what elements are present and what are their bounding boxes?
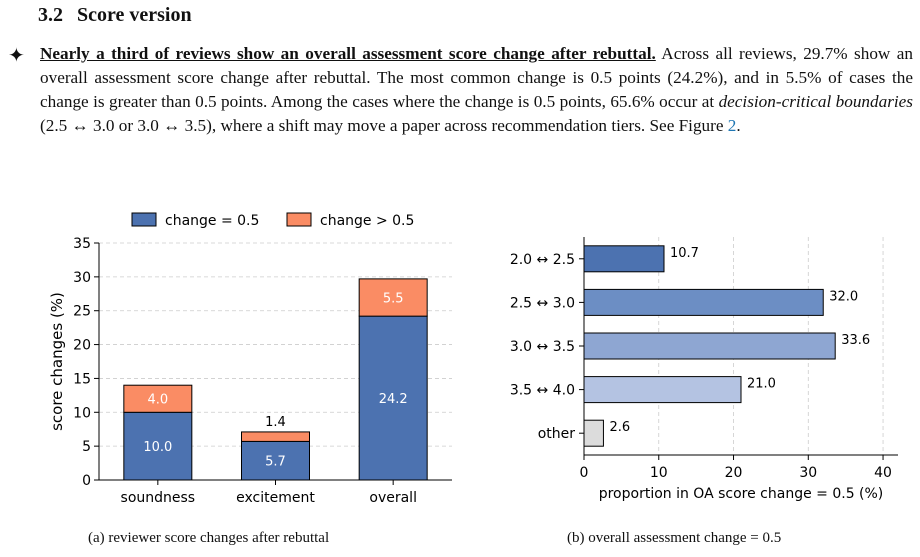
x-tick-label: overall <box>369 490 417 506</box>
chart-score-changes: 0 5 10 15 20 25 30 35 10.0 4.0 soundness 5.7 1.4 exci… <box>48 212 452 506</box>
legend-label: change > 0.5 <box>320 213 414 229</box>
bar <box>583 288 824 316</box>
x-tick-label: 10 <box>650 465 668 481</box>
data-label: 5.5 <box>383 292 404 307</box>
x-tick-label: excitement <box>236 490 315 506</box>
data-label: 24.2 <box>379 392 408 407</box>
data-label: 5.7 <box>265 455 286 470</box>
data-label: 32.0 <box>829 289 858 304</box>
legend-swatch <box>286 212 312 227</box>
x-tick-label: soundness <box>121 490 196 506</box>
caption-b: (b) overall assessment change = 0.5 <box>567 530 782 546</box>
bar <box>583 245 665 273</box>
y-tick-label: 0 <box>82 473 91 489</box>
data-label: 4.0 <box>147 393 168 408</box>
y-tick-label: 2.5 ↔ 3.0 <box>510 295 575 311</box>
paragraph-text-1: Across all reviews, 29.7% show an overal… <box>40 44 913 111</box>
y-tick-label: 30 <box>73 270 91 286</box>
x-tick-label: 40 <box>874 465 892 481</box>
data-label: 10.7 <box>670 246 699 261</box>
data-label: 33.6 <box>841 333 870 348</box>
x-tick-label: 0 <box>580 465 589 481</box>
x-tick-label: 30 <box>799 465 817 481</box>
x-tick-label: 20 <box>725 465 743 481</box>
legend-label: change = 0.5 <box>165 213 259 229</box>
caption-a: (a) reviewer score changes after rebutta… <box>88 530 330 546</box>
data-label: 2.6 <box>609 420 630 435</box>
bar-segment <box>123 384 193 413</box>
y-tick-label: 3.5 ↔ 4.0 <box>510 383 575 399</box>
section-title: Score version <box>77 4 192 26</box>
section-heading: 3.2 Score version <box>38 4 192 27</box>
bar-segment <box>358 278 428 317</box>
y-tick-label: 5 <box>82 439 91 455</box>
y-tick-label: 2.0 ↔ 2.5 <box>510 252 575 268</box>
y-tick-label: 20 <box>73 338 91 354</box>
chart-oa-change: 0 10 20 30 40 10.7 2.0 ↔ 2.5 32.0 2.5 ↔ 3.0 33.6 3… <box>510 237 898 502</box>
data-label: 10.0 <box>143 440 172 455</box>
y-tick-label: 15 <box>73 371 91 387</box>
y-tick-label: other <box>538 426 576 442</box>
paragraph-text-3: . <box>736 116 741 135</box>
y-tick-label: 35 <box>73 236 91 252</box>
y-tick-label: 10 <box>73 405 91 421</box>
body-paragraph: Nearly a third of reviews show an overal… <box>40 42 913 138</box>
bar <box>583 332 836 360</box>
y-tick-label: 25 <box>73 304 91 320</box>
data-label: 21.0 <box>747 377 776 392</box>
paragraph-text-2: (2.5 ↔ 3.0 or 3.0 ↔ 3.5), where a shift … <box>40 116 728 135</box>
y-tick-label: 3.0 ↔ 3.5 <box>510 339 575 355</box>
lead-sentence: Nearly a third of reviews show an overal… <box>40 44 656 63</box>
bar <box>583 376 742 404</box>
bar <box>583 419 604 447</box>
paragraph-italic: decision-critical boundaries <box>718 92 913 111</box>
bullet-icon: ✦ <box>8 45 25 67</box>
legend-swatch <box>131 212 157 227</box>
data-label: 1.4 <box>265 415 286 430</box>
section-number: 3.2 <box>38 4 63 26</box>
figure-reference-link[interactable]: 2 <box>727 116 737 135</box>
bar-segment <box>358 315 428 481</box>
bar-segment <box>241 440 310 481</box>
y-axis-label: score changes (%) <box>48 292 66 431</box>
bar-segment <box>241 431 310 442</box>
x-axis-label: proportion in OA score change = 0.5 (%) <box>599 486 884 502</box>
